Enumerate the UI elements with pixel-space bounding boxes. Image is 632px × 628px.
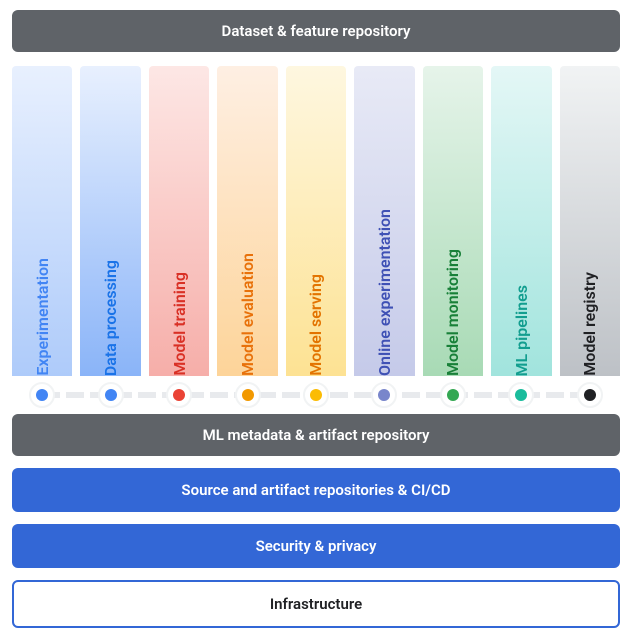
foundation-bar-label: Security & privacy [256, 537, 377, 555]
pillar-dot-inner [105, 389, 117, 401]
dot-cell [560, 382, 620, 408]
foundation-bar: Infrastructure [12, 580, 620, 628]
pillar-dot-inner [378, 389, 390, 401]
pillar-label: Data processing [101, 242, 120, 376]
foundation-bar: Security & privacy [12, 524, 620, 568]
dots-row [12, 382, 620, 408]
pillars-row: Experimentation Data processing Model trai… [12, 66, 620, 376]
dot-cell [12, 382, 72, 408]
foundation-bar-label: Source and artifact repositories & CI/CD [181, 481, 450, 499]
dot-cell [423, 382, 483, 408]
foundation-bar-label: Infrastructure [270, 595, 362, 613]
pillar-label: Model registry [580, 254, 599, 376]
top-repository-bar: Dataset & feature repository [12, 10, 620, 52]
bottom-bars-container: Source and artifact repositories & CI/CD… [12, 468, 620, 628]
top-repository-label: Dataset & feature repository [222, 22, 411, 40]
pillar-dot [440, 382, 466, 408]
pillar-dot-inner [173, 389, 185, 401]
pillar-dot-inner [310, 389, 322, 401]
pillar: Data processing [80, 66, 140, 376]
pillar: Model monitoring [423, 66, 483, 376]
pillar-dot [98, 382, 124, 408]
pillar: Model evaluation [217, 66, 277, 376]
pillar: Model serving [286, 66, 346, 376]
pillar-dot-inner [447, 389, 459, 401]
dot-cell [149, 382, 209, 408]
pillar: Experimentation [12, 66, 72, 376]
pillar-dot [166, 382, 192, 408]
pillar: Model registry [560, 66, 620, 376]
pillar: Online experimentation [354, 66, 414, 376]
pillar-label: Model monitoring [443, 231, 462, 376]
pillar-dot [371, 382, 397, 408]
metadata-repository-bar: ML metadata & artifact repository [12, 414, 620, 456]
pillar: ML pipelines [491, 66, 551, 376]
metadata-repository-label: ML metadata & artifact repository [203, 426, 430, 444]
pillar: Model training [149, 66, 209, 376]
dot-cell [80, 382, 140, 408]
pillar-dot-inner [515, 389, 527, 401]
dot-cell [286, 382, 346, 408]
dot-cell [217, 382, 277, 408]
pillar-label: Model training [170, 254, 189, 376]
dot-cell [354, 382, 414, 408]
pillar-label: Model serving [306, 256, 325, 376]
pillar-dot [29, 382, 55, 408]
dot-cell [491, 382, 551, 408]
pillar-dot [235, 382, 261, 408]
pillar-label: ML pipelines [512, 267, 531, 376]
pillar-dot-inner [36, 389, 48, 401]
pillar-dot-inner [242, 389, 254, 401]
foundation-bar: Source and artifact repositories & CI/CD [12, 468, 620, 512]
pillar-label: Model evaluation [238, 235, 257, 376]
pillar-dot [577, 382, 603, 408]
pillar-dot [303, 382, 329, 408]
pillar-dot [508, 382, 534, 408]
pillar-dot-inner [584, 389, 596, 401]
pillar-label: Experimentation [33, 240, 52, 376]
pillar-label: Online experimentation [375, 191, 394, 376]
